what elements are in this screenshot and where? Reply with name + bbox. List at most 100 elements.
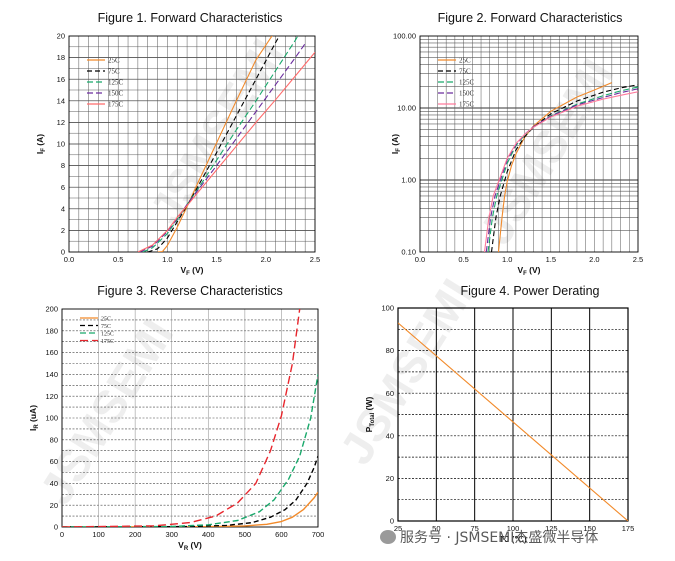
- y-tick-label: 40: [50, 479, 58, 488]
- x-tick-label: 2.5: [310, 255, 320, 264]
- chart-fig1: Figure 1. Forward Characteristics 0.0 0.5 1…: [35, 11, 320, 277]
- chart-title: Figure 2. Forward Characteristics: [438, 11, 623, 25]
- legend-label: 25C: [459, 57, 471, 65]
- y-tick-label: 40: [386, 431, 394, 440]
- x-tick-label: 1.5: [211, 255, 221, 264]
- x-tick-label: 2.5: [633, 255, 643, 264]
- x-tick-label: 500: [239, 530, 252, 539]
- x-tick-label: 25: [394, 524, 402, 533]
- y-tick-label: 140: [45, 370, 58, 379]
- x-tick-label: 125: [545, 524, 558, 533]
- watermark-text: JSMSEMI: [330, 270, 484, 473]
- x-tick-label: 200: [129, 530, 142, 539]
- legend-label: 125C: [101, 332, 114, 338]
- y-tick-label: 80: [386, 346, 394, 355]
- series-line-25C: [497, 82, 613, 252]
- y-tick-label: 12: [57, 118, 65, 127]
- plot-frame: [397, 307, 629, 522]
- footer-text: 服务号 · JSMSEMI杰盛微半导体: [400, 530, 599, 546]
- series-group: [483, 82, 638, 252]
- y-tick-label: 10: [57, 140, 65, 149]
- chart-fig2: Figure 2. Forward Characteristics 0.0 0.5 1…: [390, 11, 643, 277]
- y-tick-label: 0: [390, 517, 394, 526]
- y-tick-label: 100: [381, 304, 394, 313]
- y-tick-label: 10.00: [397, 104, 416, 113]
- plot-frame: [68, 35, 316, 253]
- footer-account-label: 服务号 · JSMSEMI杰盛微半导体: [380, 527, 598, 547]
- legend-label: 75C: [459, 68, 471, 76]
- series-line-25C: [62, 491, 318, 527]
- wechat-icon: [380, 530, 396, 544]
- y-tick-label: 60: [386, 389, 394, 398]
- x-tick-label: 600: [275, 530, 288, 539]
- legend-label: 25C: [108, 57, 120, 65]
- x-tick-label: 700: [312, 530, 325, 539]
- legend-label: 175C: [459, 101, 475, 109]
- series-line-175C: [62, 309, 301, 527]
- x-tick-label: 300: [165, 530, 178, 539]
- x-axis-label: VF (V): [517, 265, 540, 277]
- legend-label: 150C: [108, 90, 124, 98]
- x-axis-label: TJ (℃): [499, 534, 527, 544]
- x-tick-label: 175: [622, 524, 635, 533]
- x-tick-label: 1.0: [502, 255, 512, 264]
- x-tick-label: 400: [202, 530, 215, 539]
- series-line-175C: [137, 51, 315, 252]
- y-tick-label: 160: [45, 348, 58, 357]
- series-line-P_Total: [398, 322, 628, 521]
- series-group: [398, 322, 628, 521]
- y-axis-label: IF (A): [390, 134, 402, 154]
- series-line-125C: [62, 374, 318, 527]
- y-tick-label: 1.00: [401, 176, 416, 185]
- y-tick-label: 2: [61, 226, 65, 235]
- x-tick-label: 100: [92, 530, 105, 539]
- y-axis-label: IR (uA): [28, 405, 40, 431]
- y-tick-label: 20: [386, 474, 394, 483]
- legend: 25C 75C 125C 150C 175C: [87, 57, 124, 109]
- gridlines: [69, 36, 315, 252]
- plot-frame: [419, 35, 639, 253]
- x-tick-label: 75: [470, 524, 478, 533]
- legend-label: 175C: [101, 339, 114, 345]
- x-tick-label: 1.5: [546, 255, 556, 264]
- series-line-25C: [157, 36, 273, 252]
- legend-label: 75C: [108, 68, 120, 76]
- series-group: [137, 36, 315, 252]
- y-tick-label: 8: [61, 161, 65, 170]
- series-line-175C: [483, 91, 638, 252]
- y-tick-label: 100: [45, 414, 58, 423]
- gridlines: [420, 36, 638, 252]
- series-group: [62, 309, 318, 527]
- series-line-75C: [62, 455, 318, 527]
- series-line-125C: [142, 36, 299, 252]
- x-tick-label: 150: [583, 524, 596, 533]
- chart-title: Figure 4. Power Derating: [461, 284, 600, 298]
- x-tick-label: 100: [507, 524, 520, 533]
- y-axis-label: IF (A): [35, 134, 47, 154]
- x-tick-label: 0.5: [113, 255, 123, 264]
- legend: 25C 75C 125C 150C 175C: [438, 57, 475, 109]
- legend-label: 125C: [108, 79, 124, 87]
- y-tick-label: 100.00: [393, 32, 416, 41]
- y-tick-label: 16: [57, 75, 65, 84]
- x-tick-label: 50: [432, 524, 440, 533]
- x-tick-label: 2.0: [261, 255, 271, 264]
- legend-label: 150C: [459, 90, 475, 98]
- chart-title: Figure 3. Reverse Characteristics: [97, 284, 282, 298]
- legend-label: 75C: [101, 324, 111, 330]
- watermark-text: JSMSEMI: [470, 50, 624, 253]
- x-tick-label: 1.0: [162, 255, 172, 264]
- y-tick-label: 0.10: [401, 248, 416, 257]
- y-tick-label: 18: [57, 53, 65, 62]
- y-axis-label: PTotal (W): [364, 397, 376, 433]
- y-tick-label: 120: [45, 392, 58, 401]
- chart-fig3: Figure 3. Reverse Characteristics 0 100 200…: [28, 284, 324, 552]
- y-tick-label: 60: [50, 457, 58, 466]
- legend-label: 125C: [459, 79, 475, 87]
- series-line-75C: [147, 36, 280, 252]
- x-tick-label: 2.0: [589, 255, 599, 264]
- x-axis-label: VR (V): [178, 540, 202, 552]
- y-tick-label: 0: [54, 523, 58, 532]
